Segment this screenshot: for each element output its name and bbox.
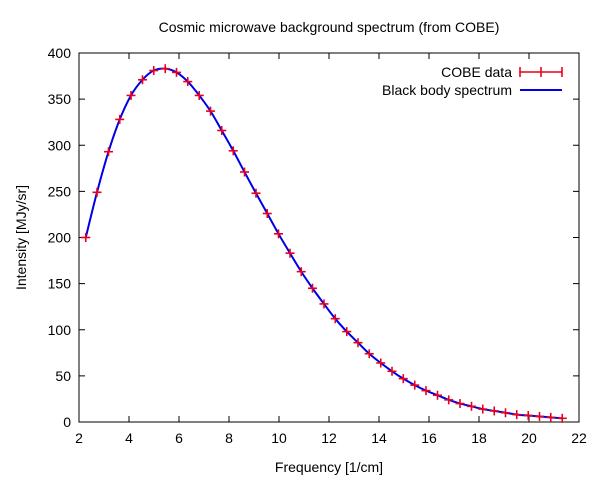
y-tick-label: 250 bbox=[48, 183, 72, 199]
data-point bbox=[467, 401, 476, 411]
data-point bbox=[194, 90, 204, 100]
data-point bbox=[410, 380, 420, 390]
data-point bbox=[217, 125, 227, 135]
data-point bbox=[523, 411, 533, 421]
data-point bbox=[104, 147, 113, 157]
data-point bbox=[308, 283, 317, 293]
data-point bbox=[364, 349, 374, 359]
data-point bbox=[546, 412, 556, 422]
data-point bbox=[81, 233, 91, 242]
data-point bbox=[92, 187, 102, 197]
data-point bbox=[433, 390, 442, 400]
x-tick-label: 16 bbox=[421, 430, 437, 446]
data-point bbox=[228, 146, 238, 156]
x-tick-label: 6 bbox=[175, 430, 183, 446]
x-tick-label: 20 bbox=[521, 430, 537, 446]
data-point bbox=[251, 188, 261, 198]
plot-frame bbox=[78, 52, 580, 423]
data-point bbox=[240, 167, 249, 177]
data-point bbox=[319, 299, 329, 309]
legend-item-cobe: COBE data bbox=[441, 64, 563, 80]
data-point bbox=[126, 90, 136, 100]
data-point bbox=[138, 75, 147, 85]
data-point bbox=[183, 77, 193, 87]
x-tick-label: 10 bbox=[271, 430, 287, 446]
data-point bbox=[387, 366, 397, 376]
data-point bbox=[557, 413, 567, 423]
data-point bbox=[489, 406, 499, 416]
data-point bbox=[274, 229, 283, 239]
x-axis-label: Frequency [1/cm] bbox=[275, 459, 383, 475]
y-tick-label: 100 bbox=[48, 322, 72, 338]
data-point bbox=[342, 327, 352, 337]
y-tick-label: 200 bbox=[48, 230, 72, 246]
data-point bbox=[160, 64, 170, 74]
x-tick-label: 22 bbox=[571, 430, 587, 446]
black-body-line bbox=[84, 67, 563, 420]
data-point bbox=[376, 358, 386, 368]
y-tick-label: 300 bbox=[48, 137, 72, 153]
data-point bbox=[398, 374, 408, 384]
data-point bbox=[512, 410, 522, 420]
data-point bbox=[535, 411, 544, 421]
series-lines bbox=[84, 67, 563, 420]
y-tick-label: 0 bbox=[63, 414, 71, 430]
series-points bbox=[81, 64, 567, 423]
data-point bbox=[455, 399, 465, 409]
legend: COBE data Black body spectrum bbox=[382, 64, 563, 98]
data-point bbox=[296, 267, 306, 277]
data-point bbox=[330, 314, 340, 324]
data-point bbox=[444, 395, 454, 405]
x-tick-label: 12 bbox=[321, 430, 337, 446]
data-point bbox=[353, 338, 363, 348]
y-axis-ticks: 0 50 100 150 200 250 300 350 400 bbox=[48, 45, 579, 430]
data-point bbox=[421, 386, 431, 396]
data-point bbox=[149, 66, 159, 76]
x-tick-label: 4 bbox=[125, 430, 133, 446]
legend-label: Black body spectrum bbox=[382, 82, 512, 98]
y-tick-label: 150 bbox=[48, 276, 72, 292]
data-point bbox=[501, 408, 510, 418]
data-point bbox=[172, 67, 181, 77]
data-point bbox=[115, 114, 125, 124]
x-tick-label: 8 bbox=[225, 430, 233, 446]
chart-title: Cosmic microwave background spectrum (fr… bbox=[159, 19, 500, 35]
y-tick-label: 400 bbox=[48, 45, 72, 61]
y-tick-label: 350 bbox=[48, 91, 72, 107]
y-tick-label: 50 bbox=[55, 368, 71, 384]
legend-item-blackbody: Black body spectrum bbox=[382, 82, 562, 98]
legend-label: COBE data bbox=[441, 64, 512, 80]
x-tick-label: 14 bbox=[371, 430, 387, 446]
data-point bbox=[478, 404, 488, 414]
data-point bbox=[206, 106, 215, 116]
x-tick-label: 2 bbox=[75, 430, 83, 446]
x-tick-label: 18 bbox=[471, 430, 487, 446]
y-axis-label: Intensity [MJy/sr] bbox=[13, 185, 29, 290]
data-point bbox=[285, 248, 295, 258]
data-point bbox=[262, 209, 272, 219]
x-axis-ticks: 2 4 6 8 10 12 14 16 18 20 22 bbox=[75, 53, 587, 446]
